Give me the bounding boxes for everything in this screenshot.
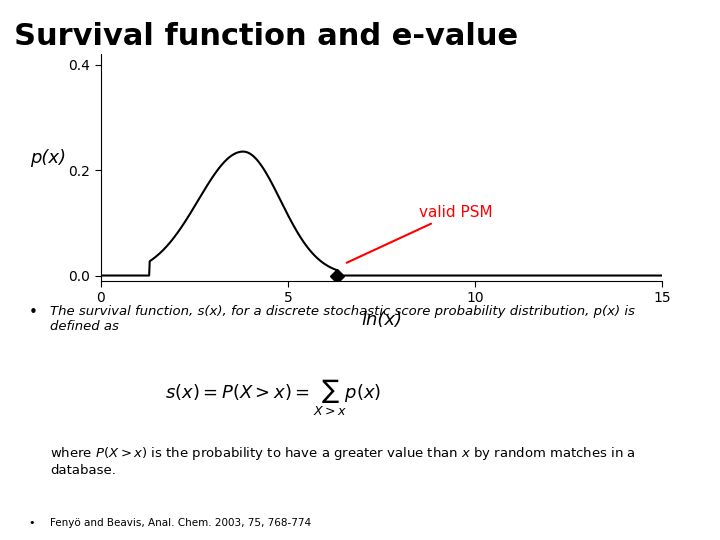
Y-axis label: p(x): p(x) xyxy=(30,150,66,167)
Text: Fenyö and Beavis, Anal. Chem. 2003, 75, 768-774: Fenyö and Beavis, Anal. Chem. 2003, 75, … xyxy=(50,518,312,529)
Text: where $P(X > x)$ is the probability to have a greater value than $x$ by random m: where $P(X > x)$ is the probability to h… xyxy=(50,446,636,477)
Text: The survival function, s(x), for a discrete stochastic score probability distrib: The survival function, s(x), for a discr… xyxy=(50,305,635,333)
Text: Survival function and e-value: Survival function and e-value xyxy=(14,22,518,51)
Text: •: • xyxy=(29,305,37,320)
Text: $s(x) = P(X > x) = \sum_{X>x} p(x)$: $s(x) = P(X > x) = \sum_{X>x} p(x)$ xyxy=(166,378,382,419)
X-axis label: ln(x): ln(x) xyxy=(361,311,402,329)
Text: valid PSM: valid PSM xyxy=(346,205,492,263)
Text: •: • xyxy=(29,518,35,529)
